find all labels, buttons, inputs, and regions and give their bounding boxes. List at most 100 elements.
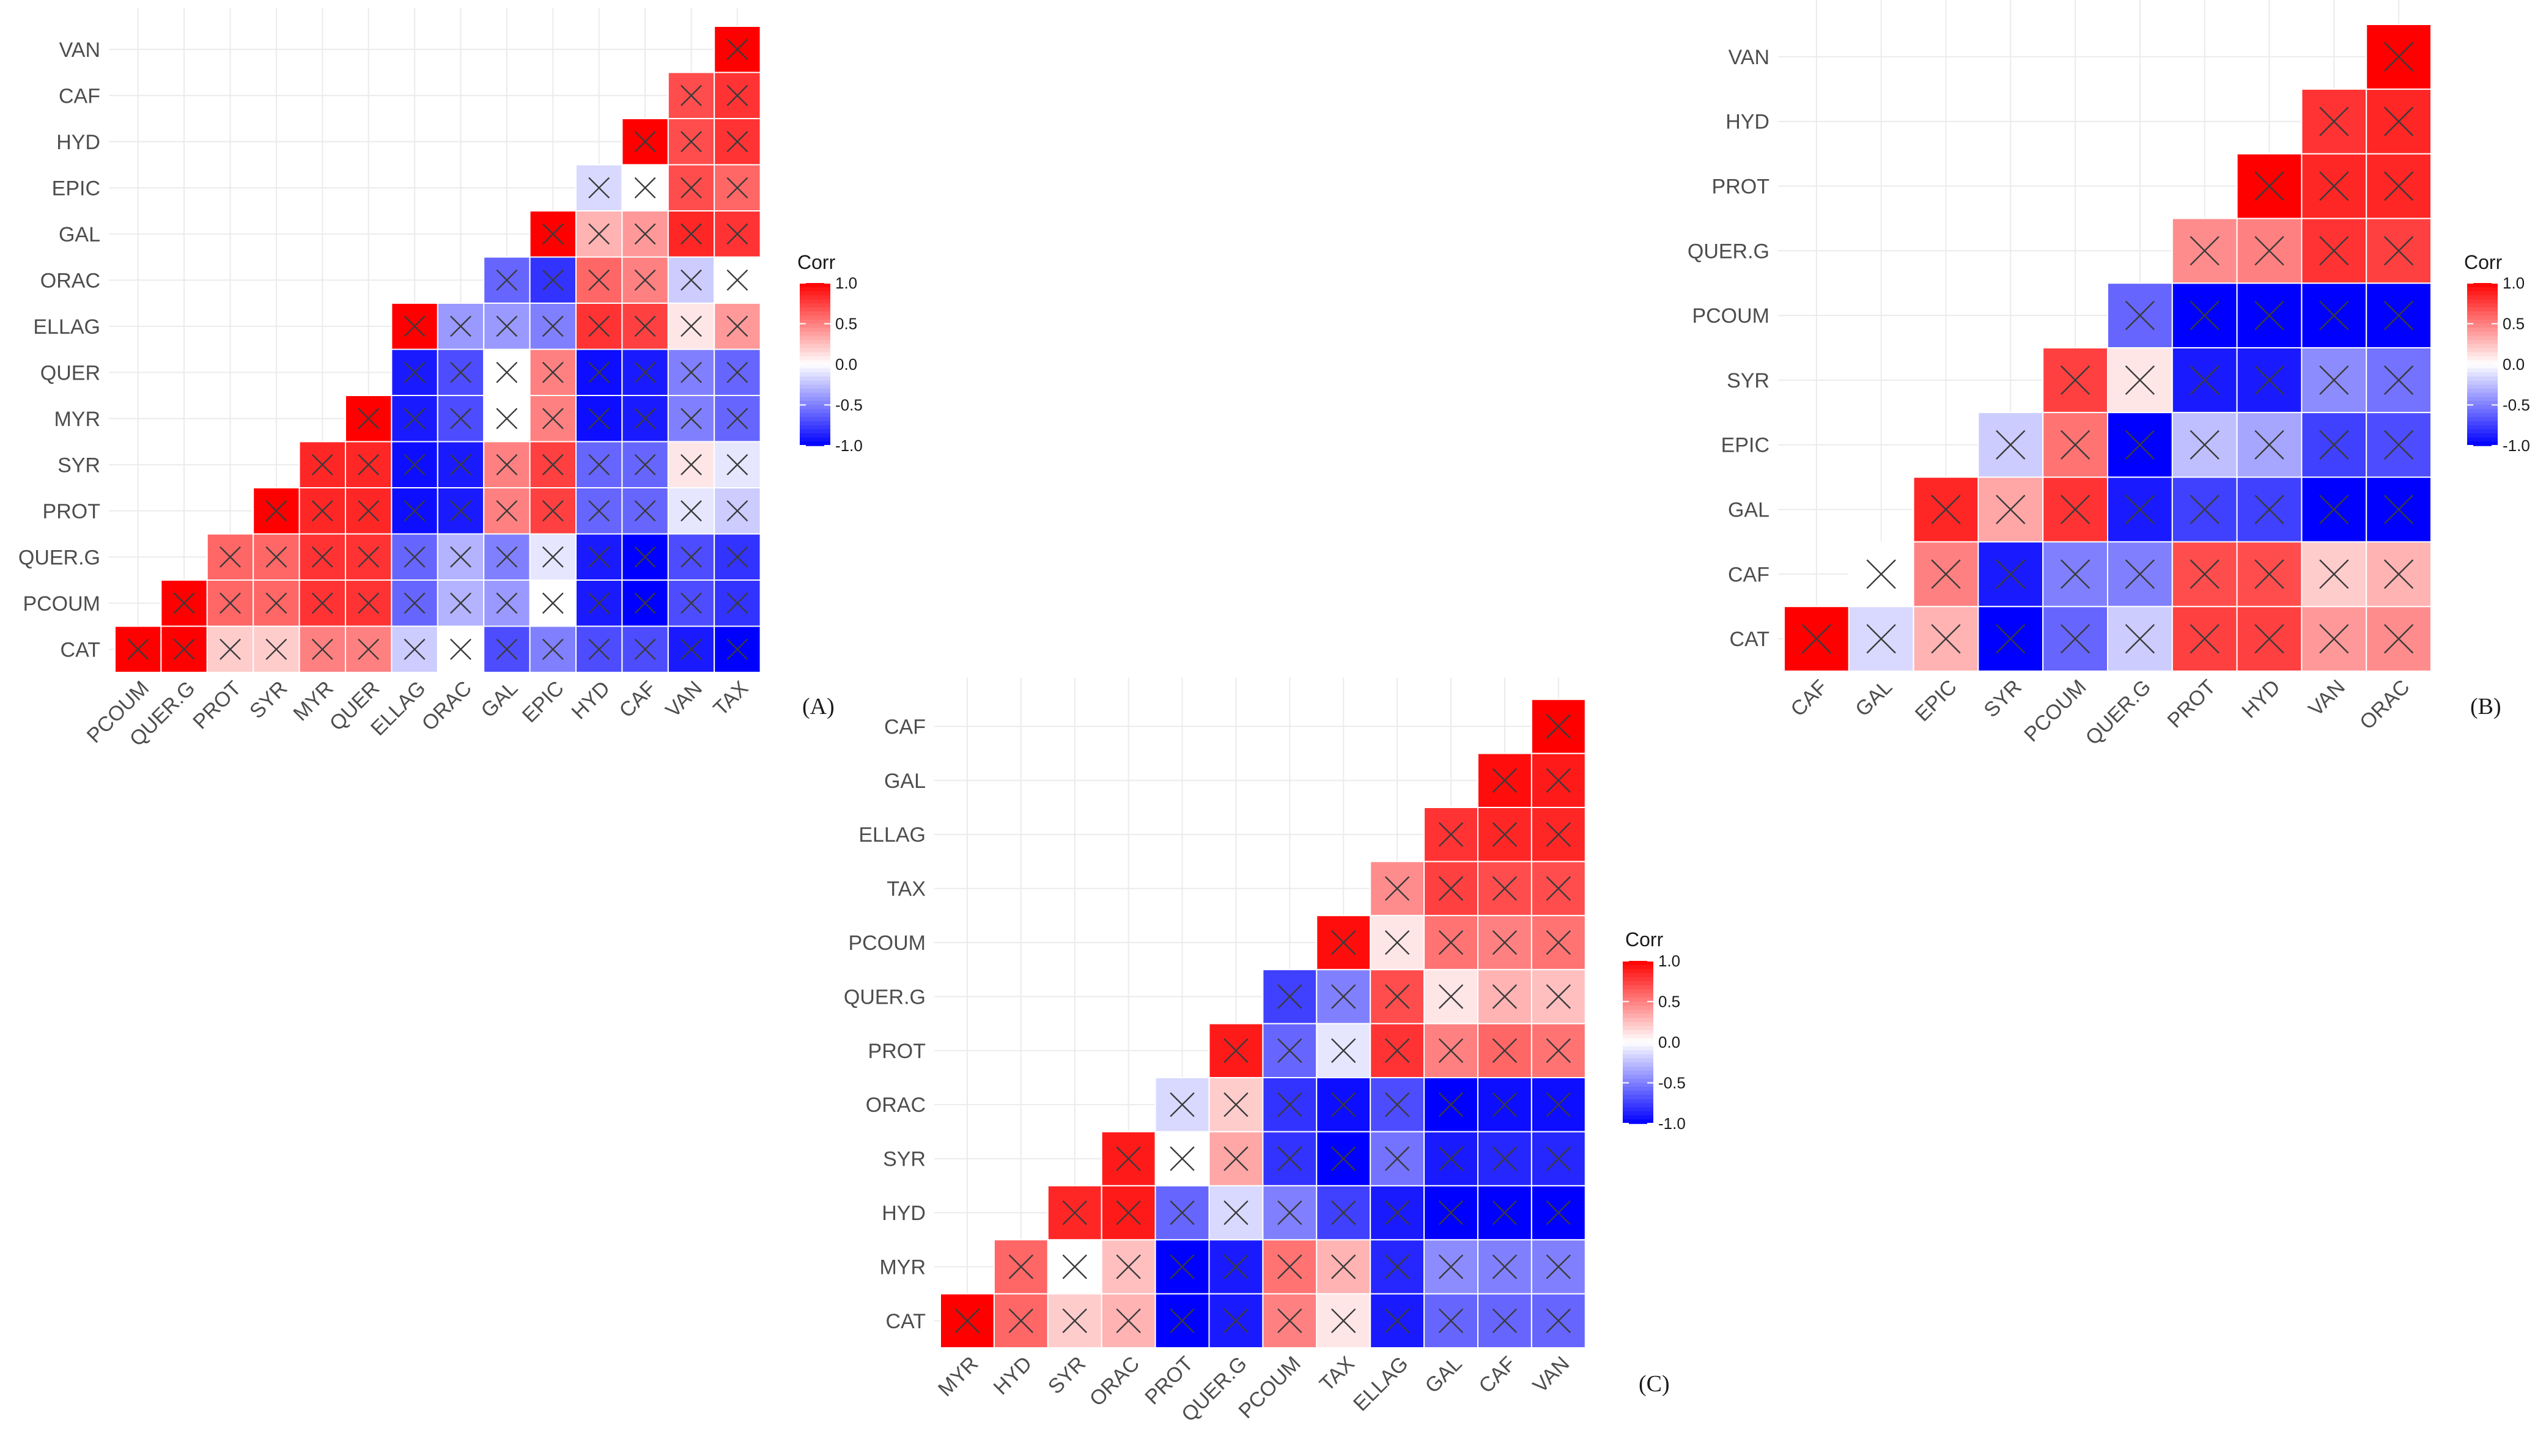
legend-gradient-step (800, 331, 830, 337)
legend-gradient-step (2467, 331, 2498, 337)
insignificant-mark (1866, 559, 1896, 589)
insignificant-mark (1277, 1308, 1302, 1333)
insignificant-mark (634, 269, 656, 291)
legend-gradient-step (800, 299, 830, 304)
legend-gradient-step (800, 413, 830, 418)
insignificant-mark (2383, 236, 2414, 266)
insignificant-mark (1546, 1200, 1571, 1226)
insignificant-mark (1492, 768, 1518, 793)
legend-gradient-step (1623, 1107, 1653, 1112)
heatmap-cell (483, 256, 531, 304)
insignificant-mark (1492, 1200, 1518, 1226)
legend-tick-label: 0.0 (835, 355, 857, 373)
insignificant-mark (2060, 559, 2090, 589)
insignificant-mark (2319, 495, 2349, 524)
insignificant-mark (404, 638, 426, 660)
insignificant-mark (2254, 495, 2284, 524)
legend-gradient-step (800, 344, 830, 349)
insignificant-mark (404, 361, 426, 383)
legend-gradient-step (800, 437, 830, 443)
insignificant-mark (2125, 623, 2155, 654)
insignificant-mark (1492, 822, 1518, 847)
y-tick-label: PROT (868, 1040, 926, 1063)
legend-gradient-step (1623, 1009, 1653, 1015)
legend-tick-label: 1.0 (2503, 274, 2525, 292)
insignificant-mark (542, 500, 564, 522)
insignificant-mark (1331, 1200, 1356, 1226)
legend-tick-label: 0.5 (2503, 315, 2525, 333)
heatmap-cell (1262, 1131, 1318, 1186)
legend-gradient-step (2467, 340, 2498, 345)
insignificant-mark (588, 269, 610, 291)
legend-gradient-step (800, 323, 830, 328)
y-tick-label: ELLAG (858, 823, 926, 847)
legend-gradient-step (2467, 409, 2498, 414)
insignificant-mark (127, 638, 149, 660)
legend-gradient-step (1623, 1030, 1653, 1035)
legend-gradient-step (1623, 989, 1653, 994)
legend-gradient-step (2467, 295, 2498, 300)
legend-gradient-step (800, 376, 830, 381)
insignificant-mark (542, 638, 564, 660)
legend-gradient-step (2467, 328, 2498, 333)
insignificant-mark (588, 177, 610, 199)
insignificant-mark (681, 131, 702, 153)
insignificant-mark (1438, 1146, 1464, 1171)
insignificant-mark (496, 454, 518, 476)
insignificant-mark (1277, 1200, 1302, 1226)
insignificant-mark (726, 408, 748, 430)
insignificant-mark (1277, 1092, 1302, 1117)
insignificant-mark (450, 361, 471, 383)
y-tick-label: GAL (1728, 499, 1769, 522)
insignificant-mark (2319, 106, 2349, 136)
insignificant-mark (726, 269, 748, 291)
legend-gradient-step (1623, 1034, 1653, 1039)
legend-gradient-step (800, 429, 830, 434)
legend-gradient-step (800, 388, 830, 394)
legend-gradient-step (2467, 405, 2498, 410)
insignificant-mark (2125, 430, 2155, 460)
insignificant-mark (2254, 623, 2284, 654)
legend-gradient-step (800, 360, 830, 365)
insignificant-mark (2383, 300, 2414, 331)
insignificant-mark (726, 315, 748, 337)
insignificant-mark (450, 592, 471, 614)
legend-tick-label: 1.0 (835, 274, 857, 292)
y-tick-label: QUER.G (18, 546, 100, 569)
insignificant-mark (634, 223, 656, 245)
heatmap-cell (575, 487, 623, 535)
insignificant-mark (2383, 171, 2414, 201)
legend-gradient-step (1623, 985, 1653, 990)
insignificant-mark (542, 408, 564, 430)
insignificant-mark (681, 454, 702, 476)
heatmap-cell (1101, 1131, 1156, 1186)
cells-b (1784, 24, 2432, 672)
legend-gradient-step (1623, 1066, 1653, 1072)
legend-gradient-step (1623, 981, 1653, 986)
insignificant-mark (588, 592, 610, 614)
insignificant-mark (1546, 1146, 1571, 1171)
insignificant-mark (2125, 559, 2155, 589)
insignificant-mark (311, 454, 333, 476)
insignificant-mark (173, 592, 195, 614)
legend-gradient-step (1623, 993, 1653, 998)
color-legend-c: Corr 1.0 0.5 0.0 -0.5 -1.0 (1623, 928, 1686, 1133)
insignificant-mark (1331, 1038, 1356, 1063)
legend-gradient-step (2467, 413, 2498, 418)
legend-gradient-step (2467, 429, 2498, 434)
insignificant-mark (2060, 365, 2090, 395)
y-tick-label: GAL (59, 223, 100, 246)
insignificant-mark (450, 500, 471, 522)
legend-gradient-step (800, 384, 830, 389)
legend-gradient-step (2467, 299, 2498, 304)
y-tick-label: SYR (57, 454, 100, 477)
insignificant-mark (1008, 1254, 1034, 1279)
insignificant-mark (1223, 1200, 1249, 1226)
insignificant-mark (1331, 1092, 1356, 1117)
insignificant-mark (1931, 495, 1961, 524)
insignificant-mark (404, 500, 426, 522)
y-tick-label: ORAC (866, 1094, 926, 1117)
legend-gradient-step (1623, 1078, 1653, 1084)
insignificant-mark (634, 500, 656, 522)
